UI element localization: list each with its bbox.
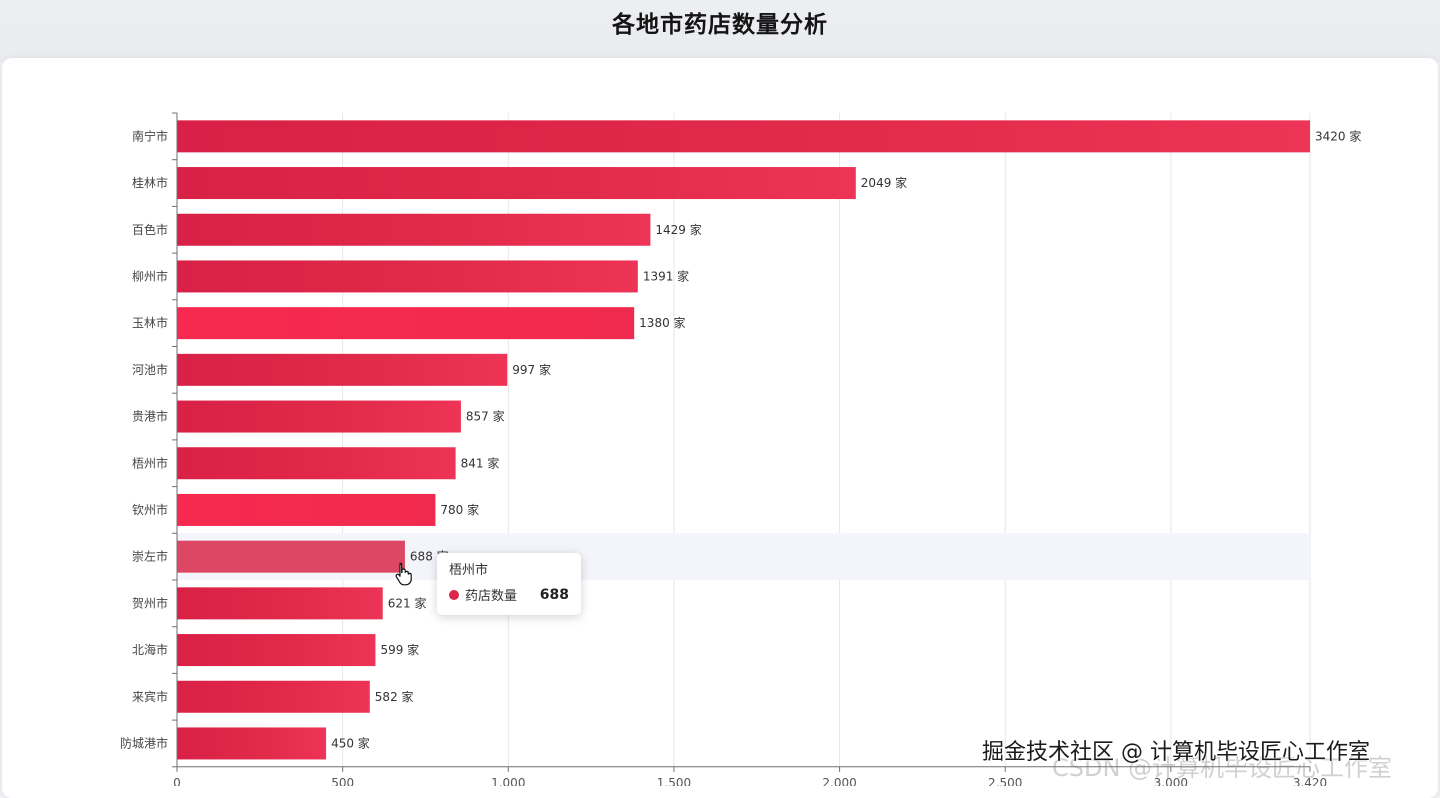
labels: 0 500 1,000 1,500 2,000 2,500 3,000 3,420 南宁市 342…	[120, 128, 1361, 786]
bars	[177, 120, 1310, 760]
bar	[177, 167, 856, 200]
y-category-label: 贺州市	[132, 595, 168, 610]
y-category-label: 北海市	[132, 642, 168, 657]
y-category-label: 崇左市	[132, 549, 168, 564]
tooltip-row: 药店数量 688	[449, 585, 569, 604]
bar-value-label: 1429 家	[655, 222, 701, 237]
bar-value-label: 582 家	[375, 689, 414, 704]
x-tick-label: 1,000	[491, 776, 525, 786]
x-tick-label: 3,420	[1293, 776, 1327, 786]
bar	[177, 540, 405, 573]
y-category-label: 柳州市	[132, 268, 168, 283]
y-category-label: 钦州市	[132, 502, 168, 517]
bar-value-label: 1380 家	[639, 315, 685, 330]
y-category-label: 桂林市	[132, 175, 168, 190]
bar	[177, 634, 376, 667]
y-category-label: 百色市	[132, 222, 168, 237]
y-category-label: 贵港市	[132, 409, 168, 424]
bar	[177, 120, 1310, 153]
bar	[177, 213, 651, 246]
y-category-label: 玉林市	[132, 315, 168, 330]
y-category-label: 来宾市	[132, 689, 168, 704]
bar-value-label: 3420 家	[1315, 128, 1361, 143]
y-category-label: 梧州市	[132, 455, 168, 470]
bar-value-label: 621 家	[388, 595, 427, 610]
bar-value-label: 997 家	[512, 362, 551, 377]
bar	[177, 447, 456, 480]
x-tick-label: 3,000	[1154, 776, 1188, 786]
x-tick-label: 500	[331, 776, 354, 786]
x-tick-label: 2,500	[988, 776, 1022, 786]
x-tick-label: 1,500	[657, 776, 691, 786]
bar	[177, 680, 370, 713]
bar	[177, 587, 383, 620]
hand-cursor-icon	[395, 562, 412, 586]
y-category-label: 防城港市	[120, 735, 168, 750]
axes	[172, 112, 1311, 772]
tooltip: 梧州市 药店数量 688	[437, 553, 581, 615]
watermark-front: 掘金技术社区 @ 计算机毕设匠心工作室	[982, 740, 1370, 765]
x-tick-label: 2,000	[822, 776, 856, 786]
bar-value-label: 599 家	[380, 642, 419, 657]
bar-value-label: 857 家	[466, 409, 505, 424]
tooltip-series-dot	[449, 589, 459, 600]
bar-value-label: 1391 家	[643, 268, 689, 283]
bar	[177, 727, 327, 760]
bar	[177, 307, 635, 340]
y-category-label: 南宁市	[132, 128, 168, 143]
tooltip-value: 688	[539, 586, 569, 603]
tooltip-series-name: 药店数量	[465, 589, 518, 604]
bar-value-label: 450 家	[331, 735, 370, 750]
bar-value-label: 780 家	[440, 502, 479, 517]
bar	[177, 353, 508, 386]
bar	[177, 260, 638, 293]
watermark-back: CSDN @计算机毕设匠心工作室	[1052, 754, 1393, 782]
header-band	[0, 0, 1440, 62]
y-category-label: 河池市	[132, 362, 168, 377]
bar-value-label: 841 家	[461, 455, 500, 470]
bar-value-label: 2049 家	[861, 175, 907, 190]
x-tick-label: 0	[173, 776, 181, 786]
tooltip-title: 梧州市	[449, 563, 489, 578]
page-title: 各地市药店数量分析	[612, 12, 828, 38]
bar	[177, 400, 461, 433]
bar	[177, 493, 436, 526]
grid-lines	[342, 113, 1311, 767]
